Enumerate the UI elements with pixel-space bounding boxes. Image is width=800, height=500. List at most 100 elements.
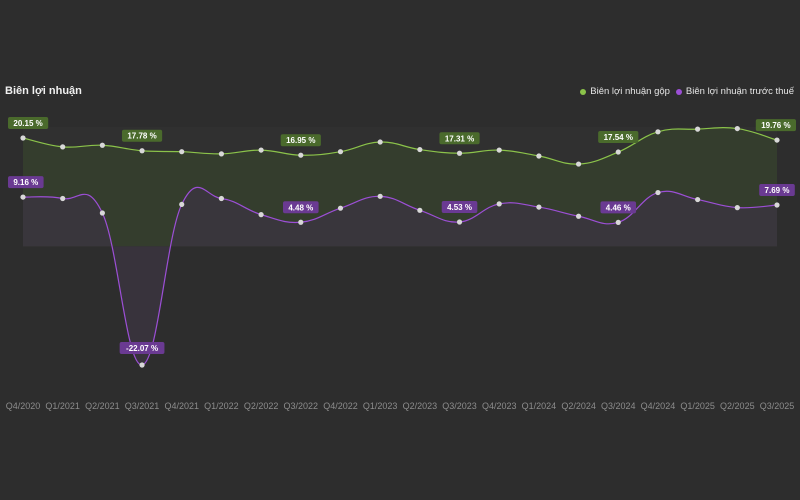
x-tick-label: Q2/2025 [720, 401, 755, 411]
data-point-1-5 [218, 195, 225, 202]
series-area-1 [23, 187, 777, 366]
series-line-1 [22, 186, 778, 366]
x-tick-label: Q4/2024 [641, 401, 676, 411]
x-tick-label: Q4/2020 [6, 401, 41, 411]
x-tick-label: Q4/2023 [482, 401, 517, 411]
legend-label-pretax: Biên lợi nhuận trước thuế [685, 86, 794, 97]
data-point-0-6 [258, 147, 264, 153]
data-label-bg [282, 201, 319, 214]
data-point-0-15 [615, 149, 621, 155]
data-point-0-4 [179, 149, 185, 155]
x-tick-label: Q1/2023 [363, 401, 398, 411]
data-point-1-17 [695, 196, 701, 203]
data-point-1-8 [337, 205, 344, 211]
data-point-0-3 [139, 148, 145, 154]
data-point-1-7 [298, 219, 304, 225]
data-point-1-19 [774, 202, 780, 208]
data-point-1-4 [179, 201, 185, 208]
data-label-bg [600, 201, 637, 214]
x-tick-label: Q1/2022 [204, 401, 239, 411]
data-label-text: -22.07 % [126, 344, 158, 353]
data-point-1-0 [20, 194, 26, 200]
data-point-0-17 [695, 126, 701, 132]
data-label-text: 20.15 % [13, 119, 42, 128]
data-label-text: 9.16 % [13, 178, 38, 187]
legend-item-gross[interactable]: Biên lợi nhuận gộp [580, 86, 670, 97]
x-tick-label: Q4/2021 [164, 401, 199, 411]
data-point-0-0 [20, 135, 26, 141]
x-tick-label: Q2/2021 [85, 401, 120, 411]
data-point-0-5 [218, 151, 225, 157]
data-label-bg [121, 129, 163, 142]
data-label-text: 17.31 % [445, 134, 474, 143]
data-label-0-19: 19.76 % [755, 119, 796, 132]
data-point-1-9 [377, 193, 383, 199]
data-label-0-3: 17.78 % [121, 129, 163, 142]
data-point-1-13 [536, 204, 542, 210]
legend-dot-gross [580, 88, 587, 95]
data-point-0-9 [377, 139, 383, 145]
data-label-0-0: 20.15 % [8, 117, 49, 129]
data-label-text: 17.54 % [604, 133, 633, 142]
x-tick-label: Q1/2021 [45, 401, 80, 411]
data-point-1-6 [258, 212, 264, 218]
data-label-1-15: 4.46 % [600, 201, 637, 214]
x-tick-label: Q4/2022 [323, 401, 358, 411]
x-tick-label: Q3/2025 [760, 401, 795, 411]
data-label-text: 4.53 % [447, 203, 472, 212]
data-label-bg [755, 119, 796, 132]
x-tick-label: Q3/2021 [125, 401, 160, 411]
legend-item-pretax[interactable]: Biên lợi nhuận trước thuế [675, 86, 794, 97]
data-point-0-19 [774, 137, 780, 143]
data-point-1-2 [99, 210, 105, 216]
data-point-0-18 [734, 125, 740, 132]
data-label-bg [8, 176, 44, 189]
data-point-1-11 [456, 219, 463, 225]
data-point-1-15 [615, 219, 621, 225]
data-point-0-14 [575, 161, 582, 167]
data-point-1-18 [734, 205, 740, 211]
data-label-1-11: 4.53 % [441, 200, 478, 213]
data-label-bg [759, 183, 795, 196]
data-label-text: 19.76 % [761, 121, 790, 130]
data-point-1-1 [60, 195, 66, 202]
data-label-text: 17.78 % [127, 132, 156, 141]
x-tick-label: Q3/2023 [442, 401, 477, 411]
data-label-text: 4.48 % [288, 203, 313, 212]
data-point-0-10 [417, 146, 423, 153]
x-tick-label: Q1/2025 [680, 401, 715, 411]
data-point-1-16 [655, 189, 661, 196]
x-tick-label: Q2/2024 [561, 401, 596, 411]
data-label-bg [439, 132, 480, 145]
data-label-bg [598, 131, 639, 144]
data-point-1-10 [417, 207, 423, 213]
data-label-0-15: 17.54 % [598, 131, 639, 144]
data-point-1-3 [139, 362, 145, 368]
data-label-bg [441, 200, 478, 213]
data-label-bg [8, 117, 49, 129]
data-label-text: 7.69 % [765, 186, 790, 195]
legend: Biên lợi nhuận gộp Biên lợi nhuận trước … [580, 86, 794, 97]
data-label-1-0: 9.16 % [8, 176, 44, 189]
data-label-1-19: 7.69 % [759, 183, 795, 196]
x-tick-label: Q1/2024 [522, 401, 557, 411]
data-point-1-14 [575, 213, 582, 219]
x-tick-label: Q3/2024 [601, 401, 636, 411]
data-point-0-13 [536, 153, 542, 159]
data-point-0-16 [655, 129, 661, 135]
x-tick-label: Q2/2023 [403, 401, 438, 411]
data-point-1-12 [496, 201, 502, 207]
series-line-0 [22, 127, 778, 165]
data-label-text: 4.46 % [606, 203, 631, 212]
x-tick-label: Q3/2022 [284, 401, 319, 411]
data-label-text: 16.95 % [286, 136, 315, 145]
data-point-0-12 [496, 147, 502, 153]
data-point-0-11 [456, 150, 463, 156]
data-label-0-11: 17.31 % [439, 132, 480, 145]
data-point-0-7 [298, 152, 304, 158]
data-label-1-7: 4.48 % [282, 201, 319, 214]
data-point-0-2 [99, 142, 105, 148]
data-label-0-7: 16.95 % [280, 134, 321, 147]
legend-dot-pretax [675, 88, 682, 95]
